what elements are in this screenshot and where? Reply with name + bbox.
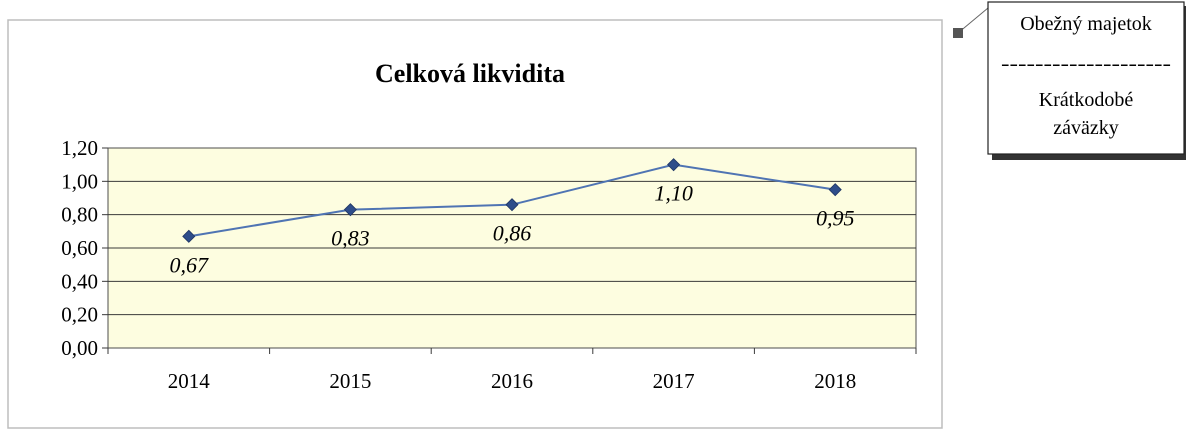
y-tick-label: 0,00 (61, 336, 98, 360)
callout-box (987, 1, 1185, 155)
x-tick-label: 2014 (168, 369, 211, 393)
y-tick-label: 1,20 (61, 136, 98, 160)
data-point-marker (667, 158, 681, 172)
data-point-marker (343, 203, 357, 217)
data-point-marker (505, 198, 519, 212)
data-label: 0,67 (170, 252, 210, 277)
data-point-marker (182, 229, 196, 243)
y-axis: 0,00 0,20 0,40 0,60 0,80 1,00 1,20 (61, 136, 108, 360)
callout-denominator-line2: záväzky (1053, 117, 1119, 139)
x-tick-label: 2016 (491, 369, 533, 393)
data-point-marker (828, 183, 842, 197)
callout-divider: -------------------- (1001, 53, 1171, 75)
x-tick-label: 2015 (329, 369, 371, 393)
data-label: 1,10 (654, 181, 693, 206)
chart-title: Celková likvidita (375, 59, 565, 88)
series-celkova-likvidita: 0,67 0,83 0,86 1,10 0,95 (170, 158, 855, 277)
y-tick-label: 0,20 (61, 303, 98, 327)
callout-numerator: Obežný majetok (1020, 13, 1152, 35)
x-tick-label: 2018 (814, 369, 856, 393)
y-tick-label: 1,00 (61, 169, 98, 193)
x-axis: 2014 2015 2016 2017 2018 (107, 348, 917, 393)
data-label: 0,86 (493, 221, 532, 246)
data-label: 0,83 (331, 226, 370, 251)
y-tick-label: 0,60 (61, 236, 98, 260)
y-tick-label: 0,80 (61, 203, 98, 227)
callout-anchor-marker (953, 28, 963, 38)
callout-denominator-line1: Krátkodobé (1039, 89, 1134, 111)
data-label: 0,95 (816, 206, 855, 231)
x-tick-label: 2017 (653, 369, 695, 393)
y-tick-label: 0,40 (61, 269, 98, 293)
